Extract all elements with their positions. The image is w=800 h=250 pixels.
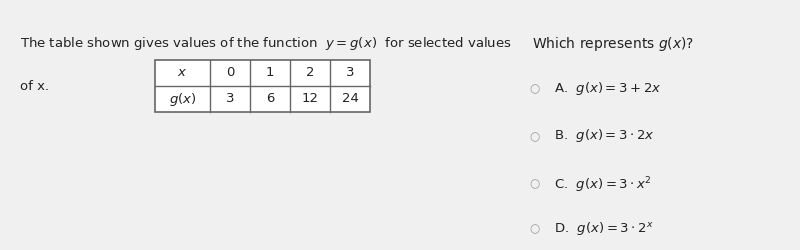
- Bar: [155, 60, 370, 112]
- Text: 6: 6: [266, 92, 274, 106]
- Text: 3: 3: [346, 66, 354, 80]
- Text: Which represents $g(x)$?: Which represents $g(x)$?: [532, 35, 694, 53]
- Text: 0: 0: [226, 66, 234, 80]
- Text: 12: 12: [302, 92, 318, 106]
- Text: The table shown gives values of the function  $y = g(x)$  for selected values: The table shown gives values of the func…: [20, 35, 512, 52]
- Text: ○: ○: [530, 222, 540, 235]
- Text: of x.: of x.: [20, 80, 49, 93]
- Text: 24: 24: [342, 92, 358, 106]
- Text: 1: 1: [266, 66, 274, 80]
- Text: B.  $g(x) = 3 \cdot 2x$: B. $g(x) = 3 \cdot 2x$: [554, 128, 655, 144]
- Text: C.  $g(x) = 3 \cdot x^2$: C. $g(x) = 3 \cdot x^2$: [554, 175, 652, 195]
- Text: ○: ○: [530, 178, 540, 190]
- Text: 3: 3: [226, 92, 234, 106]
- Text: A.  $g(x) = 3 + 2x$: A. $g(x) = 3 + 2x$: [554, 80, 662, 97]
- Text: $g(x)$: $g(x)$: [169, 90, 196, 108]
- Text: $x$: $x$: [178, 66, 188, 80]
- Text: ○: ○: [530, 130, 540, 143]
- Text: D.  $g(x) = 3 \cdot 2^x$: D. $g(x) = 3 \cdot 2^x$: [554, 220, 654, 237]
- Text: ○: ○: [530, 82, 540, 96]
- Text: 2: 2: [306, 66, 314, 80]
